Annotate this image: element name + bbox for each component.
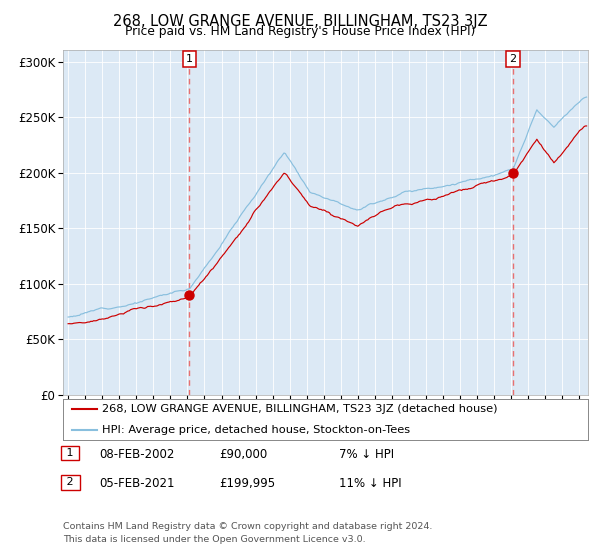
Text: 2: 2 [509,54,517,64]
Text: HPI: Average price, detached house, Stockton-on-Tees: HPI: Average price, detached house, Stoc… [103,424,410,435]
Text: Price paid vs. HM Land Registry's House Price Index (HPI): Price paid vs. HM Land Registry's House … [125,25,475,38]
Text: £199,995: £199,995 [219,477,275,490]
Text: 08-FEB-2002: 08-FEB-2002 [99,448,175,461]
Text: 11% ↓ HPI: 11% ↓ HPI [339,477,401,490]
Text: 268, LOW GRANGE AVENUE, BILLINGHAM, TS23 3JZ: 268, LOW GRANGE AVENUE, BILLINGHAM, TS23… [113,14,487,29]
Text: £90,000: £90,000 [219,448,267,461]
Text: 1: 1 [185,54,193,64]
Text: 268, LOW GRANGE AVENUE, BILLINGHAM, TS23 3JZ (detached house): 268, LOW GRANGE AVENUE, BILLINGHAM, TS23… [103,404,498,414]
Text: This data is licensed under the Open Government Licence v3.0.: This data is licensed under the Open Gov… [63,535,365,544]
Text: 1: 1 [63,448,77,458]
Text: 2: 2 [63,477,77,487]
Text: Contains HM Land Registry data © Crown copyright and database right 2024.: Contains HM Land Registry data © Crown c… [63,522,433,531]
Text: 05-FEB-2021: 05-FEB-2021 [99,477,175,490]
Text: 7% ↓ HPI: 7% ↓ HPI [339,448,394,461]
